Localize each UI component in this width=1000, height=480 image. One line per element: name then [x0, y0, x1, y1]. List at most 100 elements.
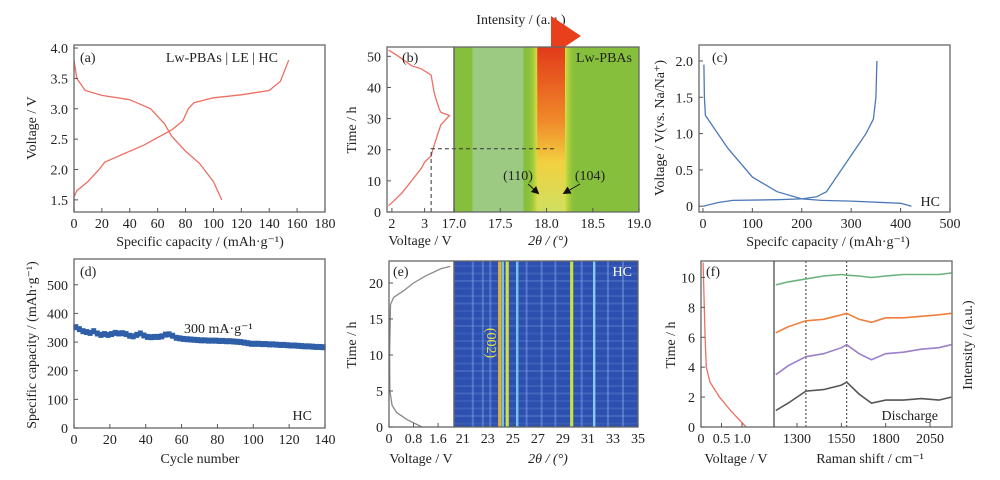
heatmap-streak	[454, 385, 638, 387]
faint-diffraction-line	[489, 261, 492, 427]
data-point	[112, 329, 118, 336]
heatmap-streak	[454, 317, 638, 320]
y-axis-f-tick-label: 8	[688, 301, 695, 316]
panel-label-c: (c)	[712, 51, 728, 66]
data-point	[184, 336, 190, 343]
y-axis-b-tick-label: 30	[367, 113, 381, 128]
x-axis-a-tick-label: 0	[71, 217, 78, 232]
panel-label-e: (e)	[393, 265, 409, 280]
y-axis-label-c: Voltage / V(vs. Na/Na⁺)	[653, 60, 668, 196]
voltage-curve-b	[388, 49, 451, 207]
x-axis-e-map-tick-label: 35	[631, 432, 645, 447]
diffraction-line	[592, 261, 596, 427]
data-point	[299, 343, 305, 350]
x-axis-c-tick-label: 0	[699, 217, 706, 232]
x-axis-b-map-tick-label: 18.5	[581, 217, 606, 232]
series-line	[702, 60, 878, 207]
data-point	[259, 341, 265, 348]
heatmap-streak	[454, 272, 638, 275]
data-point	[281, 341, 287, 348]
data-point	[177, 335, 183, 342]
heatmap-streak	[454, 287, 638, 290]
data-point	[94, 330, 100, 337]
panel-f-voltage-frame	[700, 260, 775, 428]
y-axis-f-tick-label: 4	[688, 361, 695, 376]
x-axis-d-tick-label: 80	[210, 433, 224, 448]
x-axis-label-f-raman: Raman shift / cm⁻¹	[816, 452, 924, 467]
raman-spectrum	[775, 343, 952, 376]
data-point	[245, 340, 251, 347]
data-point	[191, 336, 197, 343]
data-point	[284, 342, 290, 349]
marker-dashed-line	[430, 148, 556, 212]
heatmap-e	[454, 261, 638, 427]
y-axis-c-tick-label: 0	[686, 200, 693, 215]
x-axis-label-b-voltage: Voltage / V	[388, 234, 451, 249]
series-line	[73, 60, 223, 201]
heatmap-streak	[454, 400, 638, 402]
panel-a-frame	[73, 44, 326, 213]
x-axis-label-b-map: 2θ / (°)	[528, 234, 568, 249]
data-point	[87, 329, 93, 336]
peak-arrow	[562, 183, 581, 194]
x-axis-f-voltage-tick-label: 0	[698, 432, 705, 447]
y-axis-a-tick-label: 4.0	[51, 42, 69, 57]
data-point	[152, 333, 158, 340]
y-axis-d-tick-label: 100	[47, 393, 68, 408]
faint-diffraction-line	[471, 261, 474, 427]
x-axis-f-voltage-tick-label: 0.5	[713, 432, 731, 447]
data-point	[80, 328, 86, 335]
x-axis-e-voltage-tick-label: 0	[386, 432, 393, 447]
heatmap-peak	[537, 47, 565, 212]
x-axis-a-tick-label: 60	[151, 217, 165, 232]
annotation-b: Lw-PBAs	[576, 51, 632, 66]
y-axis-a-tick-label: 2.5	[51, 133, 69, 148]
x-axis-d-tick-label: 0	[71, 433, 78, 448]
data-point	[209, 337, 215, 344]
data-point	[109, 331, 115, 338]
y-axis-c-tick-label: 1.0	[676, 128, 694, 143]
panel-b-voltage-frame	[386, 46, 455, 213]
x-axis-d-tick-label: 140	[315, 433, 336, 448]
x-axis-d-tick-label: 120	[279, 433, 300, 448]
data-point	[313, 343, 319, 350]
x-axis-c-tick-label: 300	[841, 217, 862, 232]
x-axis-b-map-tick-label: 19.0	[627, 217, 652, 232]
x-axis-label-e-voltage: Voltage / V	[389, 452, 452, 467]
x-axis-e-map-tick-label: 27	[531, 432, 545, 447]
annotation-d: HC	[293, 409, 312, 424]
x-axis-a-tick-label: 40	[123, 217, 137, 232]
diffraction-line	[498, 261, 502, 427]
x-axis-f-raman-tick-label: 1300	[783, 432, 811, 447]
faint-diffraction-line	[540, 261, 543, 427]
y-axis-f-tick-label: 10	[681, 271, 695, 286]
data-point	[170, 332, 176, 339]
panel-c-frame	[698, 44, 951, 213]
x-axis-e-voltage-tick-label: 0.8	[405, 432, 423, 447]
y-axis-e-tick-label: 0	[376, 421, 383, 436]
y-axis-label-d: Specific capacity / (mAh·g⁻¹)	[25, 261, 40, 429]
y-axis-b-tick-label: 10	[367, 175, 381, 190]
data-point	[127, 332, 133, 339]
data-point	[205, 337, 211, 344]
data-point	[180, 335, 186, 342]
faint-diffraction-line	[481, 261, 484, 427]
data-point	[166, 331, 172, 338]
heatmap-streak	[454, 295, 638, 297]
y-axis-d-tick-label: 200	[47, 365, 68, 380]
heatmap-streak	[454, 310, 638, 312]
data-point	[274, 341, 280, 348]
diffraction-line	[570, 261, 574, 427]
x-axis-label-f-voltage: Voltage / V	[704, 452, 767, 467]
x-axis-c-tick-label: 400	[890, 217, 911, 232]
x-axis-f-raman-tick-label: 1800	[872, 432, 900, 447]
x-axis-d-tick-label: 100	[243, 433, 264, 448]
data-point	[270, 341, 276, 348]
heatmap-background	[454, 261, 638, 427]
data-point	[320, 344, 326, 351]
data-point	[123, 331, 129, 338]
y-axis-e-tick-label: 10	[369, 349, 383, 364]
peak-arrow	[527, 183, 540, 195]
x-axis-e-map-tick-label: 31	[581, 432, 595, 447]
